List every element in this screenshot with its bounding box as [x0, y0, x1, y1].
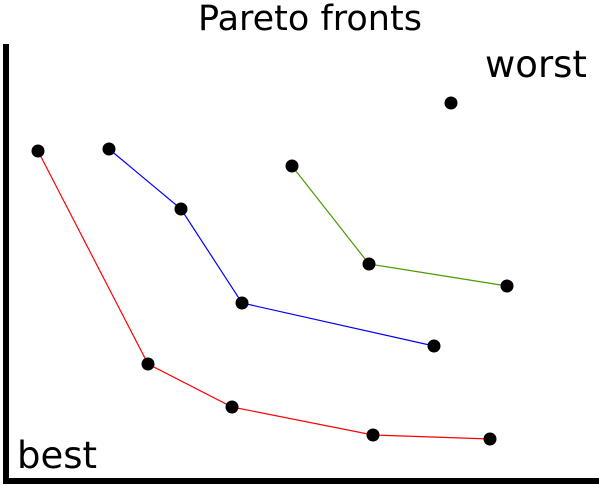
data-point-1-5: [483, 432, 497, 446]
front-line-1: [37, 150, 491, 440]
diagram-title: Pareto fronts: [198, 0, 422, 39]
series-group-3: [285, 159, 514, 293]
data-point-2-4: [427, 339, 441, 353]
data-point-1-2: [141, 357, 155, 371]
best-label: best: [17, 434, 97, 477]
worst-label: worst: [485, 43, 587, 86]
data-point-3-3: [500, 279, 514, 293]
data-point-1-3: [225, 400, 239, 414]
data-point-2-1: [102, 142, 116, 156]
data-point-4-1: [444, 96, 458, 110]
data-point-1-1: [31, 144, 45, 158]
series-layer: [31, 96, 514, 446]
data-point-3-1: [285, 159, 299, 173]
series-group-2: [102, 142, 441, 353]
data-point-1-4: [366, 428, 380, 442]
series-group-1: [31, 144, 497, 446]
front-line-3: [291, 165, 508, 287]
front-line-2: [108, 148, 435, 347]
data-point-2-3: [235, 296, 249, 310]
data-point-3-2: [362, 257, 376, 271]
series-group-4: [444, 96, 458, 110]
data-point-2-2: [174, 202, 188, 216]
